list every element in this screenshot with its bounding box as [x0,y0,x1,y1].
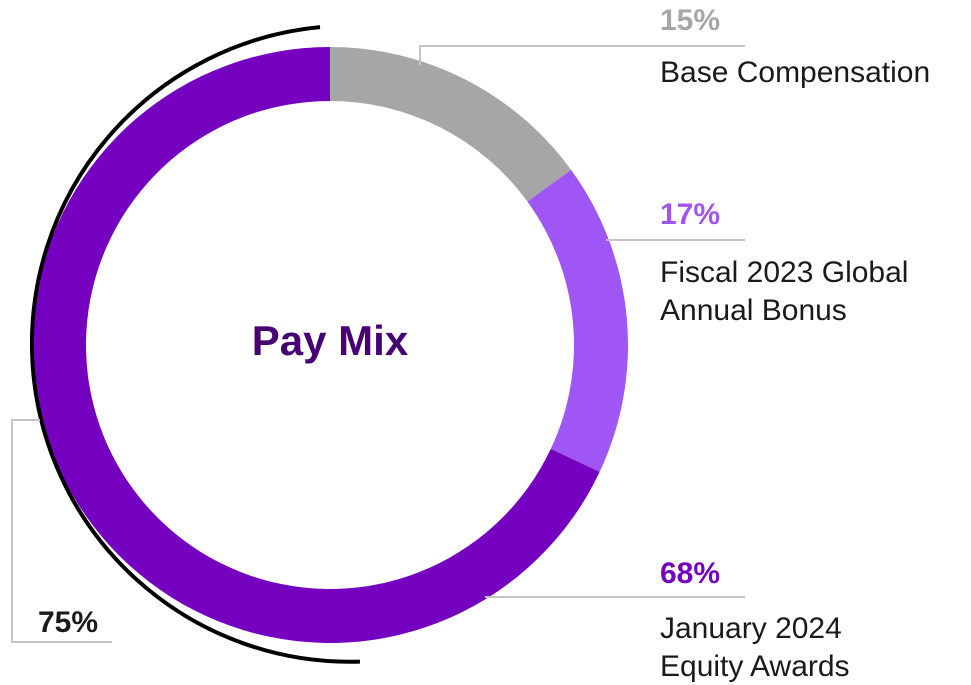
annual-bonus-value-label: 17% [660,198,720,231]
base-compensation-value-label: 15% [660,4,720,37]
equity-awards-label-line-1: January 2024 [660,612,842,645]
annual-bonus-label-line-2: Annual Bonus [660,294,847,327]
leader-line-base-compensation [419,45,745,65]
chart-title: Pay Mix [252,317,409,364]
equity-awards-label-line-2: Equity Awards [660,650,850,683]
base-compensation-label: Base Compensation [660,56,930,89]
donut-slices [32,47,628,643]
bracket-leader-line [11,419,112,643]
annual-bonus-label-line-1: Fiscal 2023 Global [660,256,908,289]
equity-awards-value-label: 68% [660,557,720,590]
donut-slice-1 [527,169,628,472]
bracket-value-label: 75% [38,606,98,639]
bracket-arc [29,25,360,664]
donut-slice-0 [330,47,572,202]
